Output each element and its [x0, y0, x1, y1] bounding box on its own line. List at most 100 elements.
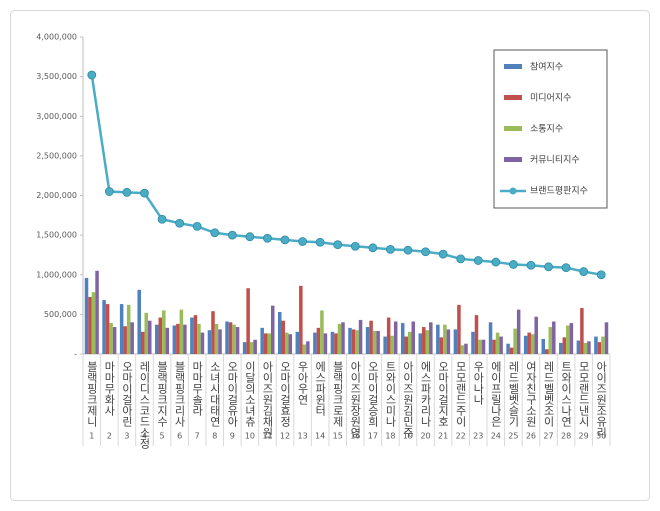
- rank-label: 20: [420, 432, 430, 441]
- x-tick-label: 블랙핑크로제: [331, 361, 344, 427]
- x-tick-label: 마마무화사: [103, 361, 116, 416]
- bar: [488, 322, 493, 354]
- bar: [541, 338, 546, 354]
- x-tick-label: 우아우연: [296, 361, 309, 405]
- bar: [235, 327, 240, 354]
- legend-swatch: [504, 126, 522, 131]
- bar: [130, 322, 134, 354]
- bar: [306, 341, 310, 354]
- bar: [390, 335, 394, 354]
- bar: [464, 343, 468, 354]
- bar: [436, 324, 440, 354]
- bar: [109, 323, 113, 354]
- bar: [513, 328, 517, 354]
- line-point: [333, 240, 343, 250]
- line-point: [227, 230, 237, 240]
- y-tick-label: 500,000: [44, 310, 77, 319]
- rank-label: 2: [107, 432, 112, 441]
- rank-label: 12: [280, 432, 290, 441]
- bar: [155, 324, 159, 354]
- line-point: [210, 228, 220, 238]
- line-point: [491, 257, 501, 267]
- bar: [516, 309, 521, 354]
- bar: [270, 305, 275, 354]
- x-tick-label: 블랙핑크리사: [173, 361, 186, 427]
- bar: [334, 333, 338, 354]
- bar: [355, 330, 359, 354]
- legend-swatch: [504, 64, 522, 69]
- line-point: [438, 249, 448, 259]
- bar: [313, 332, 317, 354]
- rank-label: 26: [526, 432, 536, 441]
- y-tick-label: 2,000,000: [36, 191, 77, 200]
- bar: [460, 345, 465, 354]
- line-point: [386, 244, 395, 254]
- bar: [179, 309, 184, 354]
- line-point: [87, 70, 97, 80]
- bar: [263, 333, 268, 354]
- bar: [348, 327, 352, 354]
- bar: [84, 277, 89, 354]
- y-tick-label: 1,000,000: [36, 270, 77, 279]
- line-point: [596, 270, 606, 280]
- bar: [172, 325, 177, 354]
- bar: [260, 327, 264, 354]
- bar: [453, 329, 458, 354]
- y-tick-label: 4,000,000: [36, 33, 77, 42]
- bar: [527, 332, 531, 354]
- line-point: [140, 188, 149, 198]
- x-tick-label: 오마이걸아린: [120, 361, 133, 427]
- x-tick-label: 우아나나: [472, 361, 485, 405]
- rank-label: 29: [579, 432, 589, 441]
- line-point: [579, 267, 589, 276]
- x-tick-label: 마마무솔라: [191, 361, 204, 416]
- bar: [393, 321, 398, 354]
- y-tick-label: 1,500,000: [36, 231, 77, 240]
- x-tick-label: 오마이걸지호: [437, 361, 450, 427]
- bar: [91, 292, 96, 354]
- bar: [337, 323, 342, 354]
- bar: [277, 311, 282, 354]
- bar: [580, 308, 584, 354]
- rank-label: 23: [473, 432, 483, 441]
- bar: [471, 331, 475, 354]
- rank-label: 4: [142, 432, 147, 441]
- bar: [147, 320, 152, 354]
- legend-swatch: [504, 157, 522, 162]
- rank-label: 18: [385, 432, 395, 441]
- bar: [158, 317, 163, 354]
- bar: [358, 319, 363, 354]
- line-point: [526, 260, 536, 270]
- line-point: [315, 237, 325, 247]
- bar: [211, 311, 215, 354]
- rank-label: 13: [297, 432, 307, 441]
- line-point: [403, 245, 413, 255]
- bar: [197, 323, 201, 354]
- legend-label: 참여지수: [530, 61, 563, 73]
- line-point: [508, 260, 518, 269]
- line-point: [104, 187, 114, 196]
- bar: [376, 331, 380, 354]
- x-tick-label: 레이디스코드소정: [138, 361, 151, 449]
- bar: [253, 339, 257, 354]
- x-tick-label: 아이즈원김민주: [401, 361, 414, 438]
- bar: [418, 333, 423, 354]
- bar: [530, 334, 535, 354]
- x-tick-label: 아이즈원장원영: [349, 361, 362, 438]
- bar: [457, 304, 461, 354]
- bar: [267, 333, 271, 354]
- y-tick-label: 2,500,000: [36, 151, 77, 160]
- bar: [119, 304, 124, 354]
- rank-label: 15: [333, 432, 343, 441]
- x-tick-label: 아이즈원김채원: [261, 361, 274, 438]
- bar: [95, 270, 99, 354]
- line-point: [280, 235, 290, 245]
- line-point: [456, 254, 466, 264]
- bar: [365, 327, 370, 354]
- x-tick-label: 에스파윈터: [314, 361, 327, 416]
- bar: [566, 325, 570, 354]
- x-tick-label: 블랙핑크지수: [156, 361, 169, 427]
- bar: [102, 300, 106, 354]
- line-point: [175, 218, 185, 228]
- bar: [246, 288, 250, 354]
